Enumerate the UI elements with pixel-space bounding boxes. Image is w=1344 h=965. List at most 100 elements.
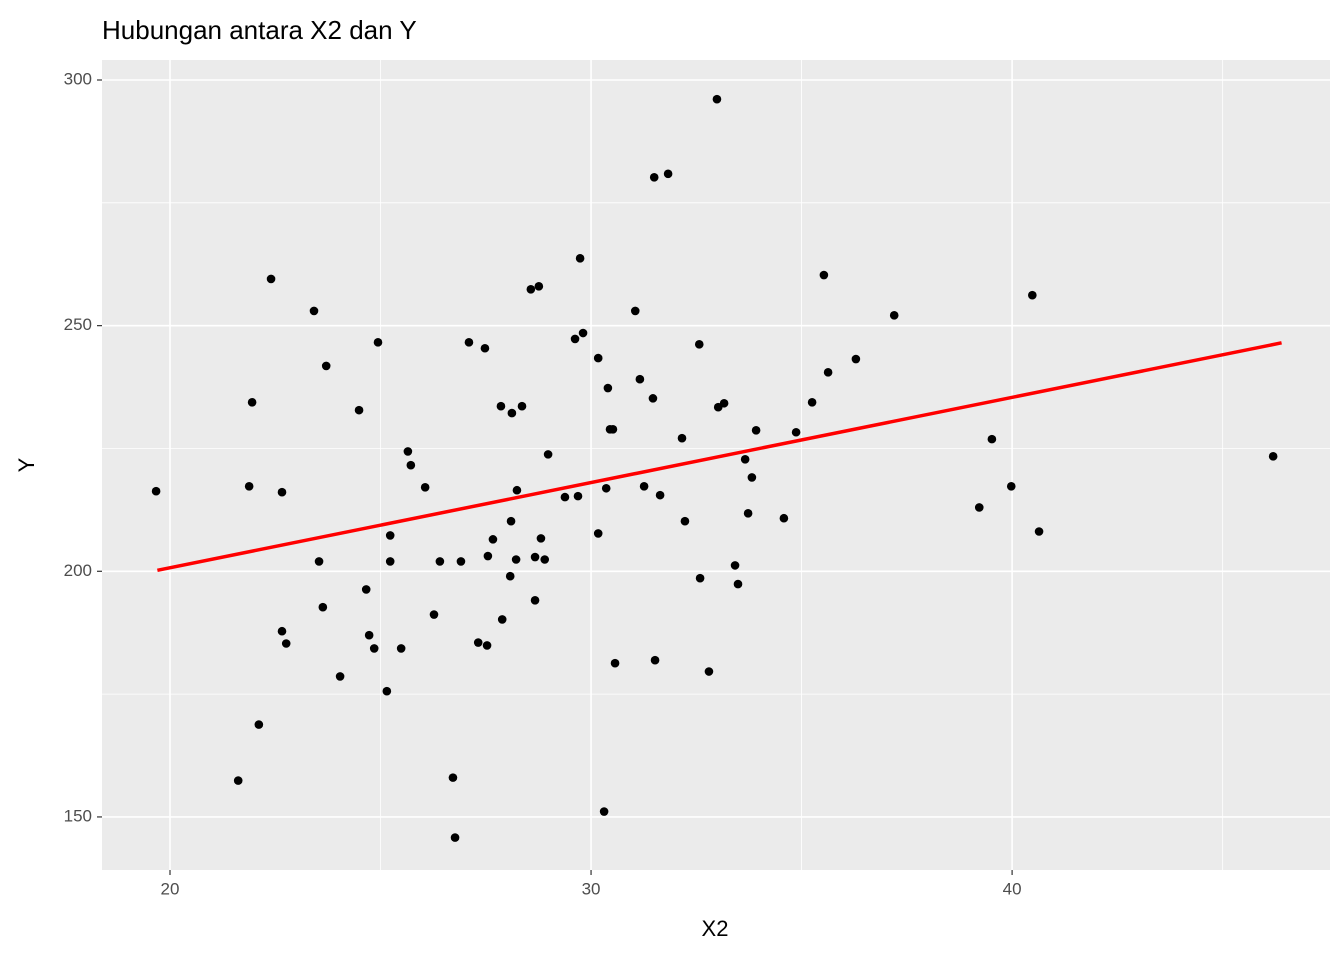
point (560, 492, 570, 502)
y-tick-label: 200 (64, 561, 92, 580)
point (396, 644, 406, 653)
point (266, 274, 276, 284)
point (382, 686, 392, 696)
point (851, 354, 861, 364)
point (464, 338, 474, 347)
point (335, 672, 345, 681)
point (889, 311, 899, 320)
point (448, 773, 458, 782)
point (277, 626, 287, 636)
point (318, 602, 328, 612)
point (733, 579, 743, 589)
marks (151, 94, 1282, 842)
point (364, 630, 374, 640)
point (719, 398, 729, 408)
panel (102, 60, 1330, 870)
x-tick-label: 30 (582, 879, 601, 898)
chart-title: Hubungan antara X2 dan Y (102, 15, 417, 45)
point (505, 571, 515, 581)
point (819, 270, 829, 280)
point (593, 529, 603, 538)
point (530, 595, 540, 605)
point (987, 434, 997, 444)
point (1034, 527, 1044, 536)
point (354, 405, 364, 415)
point (740, 454, 750, 464)
point (635, 374, 645, 384)
point (575, 254, 585, 263)
point (361, 585, 371, 594)
point (456, 557, 466, 566)
point (974, 503, 984, 512)
y-tick-label: 250 (64, 315, 92, 334)
point (779, 513, 789, 523)
point (695, 573, 705, 583)
point (483, 551, 493, 561)
point (511, 555, 521, 564)
point (704, 667, 714, 676)
point (277, 487, 287, 497)
point (403, 447, 413, 456)
point (373, 338, 383, 347)
y-axis-label: Y (14, 457, 39, 472)
point (507, 408, 517, 418)
point (1268, 452, 1278, 461)
x-tick-label: 20 (161, 879, 180, 898)
point (599, 807, 609, 816)
point (526, 284, 536, 294)
point (385, 531, 395, 540)
point (680, 516, 690, 526)
point (536, 534, 546, 543)
point (791, 427, 801, 437)
point (450, 833, 460, 842)
point (694, 340, 704, 349)
point (309, 306, 319, 316)
point (573, 491, 583, 501)
point (512, 485, 522, 495)
point (730, 561, 740, 570)
point (578, 328, 588, 338)
point (608, 425, 618, 434)
point (751, 425, 761, 435)
point (534, 282, 544, 291)
x-tick-label: 40 (1003, 879, 1022, 898)
point (369, 644, 379, 653)
point (314, 557, 324, 566)
y-tick-label: 150 (64, 806, 92, 825)
point (473, 638, 483, 647)
point (655, 490, 665, 500)
point (244, 481, 254, 491)
point (480, 343, 490, 353)
point (482, 641, 492, 650)
point (281, 639, 291, 648)
point (743, 509, 753, 518)
point (663, 169, 673, 179)
point (712, 94, 722, 104)
point (540, 555, 550, 564)
point (151, 486, 161, 496)
point (435, 557, 445, 566)
point (648, 394, 658, 403)
point (650, 655, 660, 665)
point (639, 481, 649, 491)
point (823, 368, 833, 377)
point (807, 397, 817, 407)
point (496, 401, 506, 411)
point (630, 306, 640, 316)
point (603, 383, 613, 393)
point (254, 720, 264, 729)
x-axis-label: X2 (702, 916, 729, 941)
point (385, 557, 395, 566)
point (530, 552, 540, 562)
point (747, 473, 757, 482)
point (1028, 290, 1037, 300)
point (420, 482, 430, 492)
point (406, 460, 416, 470)
point (649, 172, 659, 182)
grid (102, 60, 1330, 870)
point (677, 433, 687, 443)
point (593, 353, 603, 363)
point (497, 615, 507, 624)
point (1006, 481, 1016, 491)
